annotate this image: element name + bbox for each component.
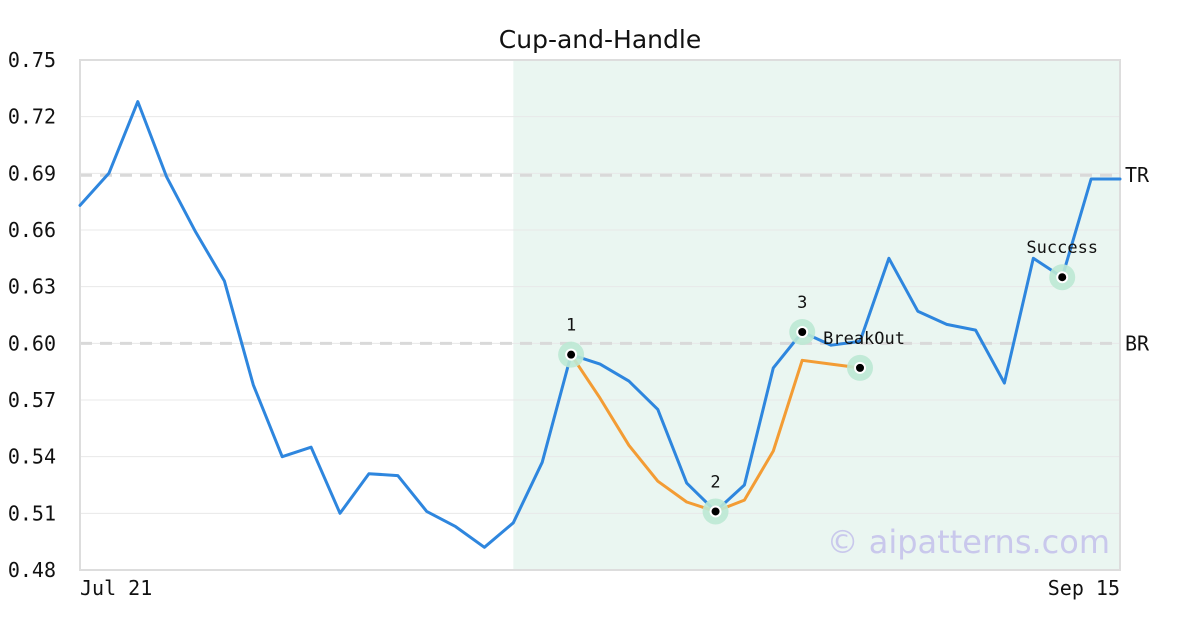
y-tick-label: 0.48: [8, 558, 56, 582]
annotation-point: [1056, 271, 1069, 284]
annotation-point: [854, 361, 866, 374]
y-tick-label: 0.63: [8, 275, 56, 299]
annotation-point: [565, 348, 578, 361]
y-tick-label: 0.60: [8, 331, 56, 355]
y-tick-label: 0.72: [8, 105, 56, 129]
plot-frame: [79, 59, 1121, 571]
annotation-label: BreakOut: [823, 329, 905, 349]
annotation-layer: 1 2 3 BreakOut Success: [558, 238, 1098, 525]
price-series-line: [78, 100, 1122, 549]
chart-title: Cup-and-Handle: [499, 25, 701, 54]
y-tick-label: 0.75: [8, 48, 56, 72]
x-tick-label: Sep 15: [1048, 576, 1120, 600]
annotation-label: Success: [1026, 238, 1098, 258]
y-tick-label: 0.51: [8, 501, 56, 525]
reference-line-label: TR: [1125, 163, 1150, 187]
x-tick-layer: Jul 21 Sep 15: [80, 576, 1120, 600]
annotation-point: [796, 326, 809, 338]
y-tick-label: 0.66: [8, 218, 56, 242]
pattern-region: [513, 60, 1120, 570]
watermark: © aipatterns.com: [827, 523, 1110, 561]
y-tick-layer: 0.48 0.51 0.54 0.57 0.60 0.63 0.66 0.69 0.72 0.75: [8, 48, 56, 582]
y-tick-label: 0.69: [8, 161, 56, 185]
y-tick-label: 0.57: [8, 388, 56, 412]
annotation-label: 2: [710, 472, 720, 492]
reference-line-label: BR: [1125, 331, 1150, 355]
annotation-point: [709, 505, 722, 518]
x-tick-label: Jul 21: [80, 576, 152, 600]
pattern-region-layer: [513, 60, 1120, 570]
y-tick-label: 0.54: [8, 445, 56, 469]
annotation-label: 3: [797, 293, 807, 313]
reference-line-layer: TR BR: [80, 163, 1150, 355]
annotation-label: 1: [566, 316, 576, 336]
